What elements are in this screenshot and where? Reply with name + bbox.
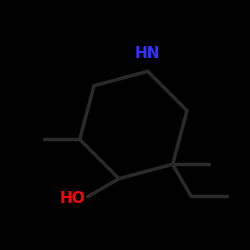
Text: HO: HO: [60, 190, 85, 206]
Text: HN: HN: [135, 46, 160, 61]
